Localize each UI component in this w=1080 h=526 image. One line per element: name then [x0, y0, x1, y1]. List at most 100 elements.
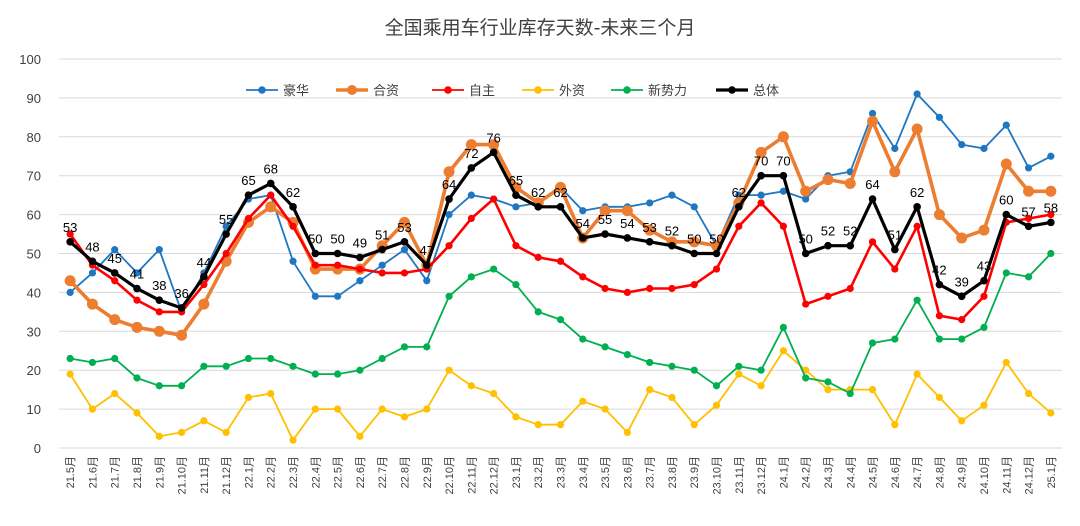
series-新势力: [66, 249, 1055, 398]
data-point: [443, 166, 455, 178]
data-point: [690, 421, 698, 429]
data-point: [868, 195, 877, 203]
data-point: [378, 269, 386, 277]
x-tick-label: 23.5月: [600, 456, 612, 488]
data-point: [846, 284, 854, 293]
data-point: [913, 370, 921, 378]
data-label: 53: [63, 220, 77, 235]
data-point: [935, 335, 944, 343]
data-point: [690, 366, 698, 374]
data-point: [534, 308, 542, 316]
x-tick-label: 23.11月: [734, 456, 746, 494]
x-tick-label: 21.5月: [65, 456, 77, 488]
data-point: [200, 417, 208, 425]
data-point: [244, 214, 253, 223]
data-point: [378, 405, 386, 413]
data-point: [490, 195, 498, 203]
data-point: [913, 296, 921, 304]
data-label: 51: [375, 228, 389, 243]
data-point: [289, 362, 297, 370]
data-label: 47: [420, 243, 434, 258]
x-tick-label: 23.9月: [689, 456, 701, 488]
data-point: [646, 386, 654, 394]
data-point: [735, 370, 743, 378]
legend: 豪华 合资 自主 外资 新势力 总体: [246, 83, 779, 99]
data-point: [244, 191, 253, 199]
data-point: [423, 277, 431, 285]
data-point: [712, 382, 721, 390]
data-point: [978, 224, 990, 236]
data-point: [824, 292, 832, 300]
data-label: 62: [531, 185, 545, 200]
data-point: [601, 343, 609, 351]
data-point: [757, 171, 765, 180]
data-point: [889, 166, 901, 178]
data-label: 52: [821, 224, 835, 239]
data-point: [646, 199, 654, 207]
data-point: [289, 257, 297, 265]
data-point: [445, 292, 453, 300]
data-label: 53: [397, 220, 411, 235]
data-point: [757, 191, 765, 199]
x-tick-label: 24.1月: [778, 456, 790, 488]
data-point: [980, 144, 988, 153]
data-point: [556, 421, 565, 429]
data-point: [668, 191, 676, 199]
data-point: [1047, 409, 1055, 417]
series-line: [69, 193, 1052, 321]
data-point: [601, 284, 609, 293]
data-point: [958, 417, 966, 425]
data-point: [1047, 218, 1055, 227]
data-point: [1002, 358, 1010, 367]
x-tick-label: 24.5月: [868, 456, 880, 488]
data-point: [311, 261, 319, 269]
data-label: 52: [665, 224, 679, 239]
data-label: 49: [353, 235, 367, 250]
data-point: [712, 265, 721, 273]
data-point: [334, 405, 342, 413]
data-point: [824, 386, 832, 394]
data-point: [111, 354, 119, 363]
data-point: [200, 273, 208, 281]
data-point: [735, 362, 743, 370]
legend-item: 合资: [336, 84, 399, 99]
data-point: [88, 358, 97, 367]
data-label: 72: [464, 146, 478, 161]
data-label: 64: [865, 177, 879, 192]
data-label: 76: [486, 130, 500, 145]
data-point: [512, 191, 520, 199]
data-point: [109, 314, 121, 326]
data-point: [668, 393, 676, 402]
data-label: 42: [932, 263, 946, 278]
series-line: [68, 119, 1051, 338]
y-tick-label: 80: [27, 130, 41, 145]
data-label: 65: [509, 173, 523, 188]
data-point: [488, 139, 500, 151]
data-point: [66, 370, 74, 378]
x-tick-label: 24.2月: [801, 456, 813, 488]
data-point: [891, 265, 899, 273]
data-point: [1000, 158, 1012, 170]
data-point: [935, 113, 944, 121]
x-tick-label: 22.5月: [333, 456, 345, 488]
data-point: [155, 382, 163, 390]
legend-swatch-marker: [444, 86, 452, 94]
data-point: [177, 304, 186, 312]
data-label: 55: [219, 212, 233, 227]
data-point: [779, 347, 787, 355]
x-tick-label: 23.2月: [533, 456, 545, 488]
x-tick-label: 22.1月: [243, 456, 255, 488]
data-point: [222, 230, 230, 238]
data-point: [512, 413, 520, 421]
data-point: [222, 428, 230, 437]
data-point: [200, 362, 208, 370]
data-point: [980, 292, 988, 300]
data-point: [311, 249, 320, 258]
data-point: [534, 253, 542, 261]
data-point: [891, 245, 899, 254]
chart-title: 全国乘用车行业库存天数-未来三个月: [385, 17, 696, 39]
data-point: [356, 253, 364, 262]
legend-swatch-marker: [534, 86, 542, 94]
data-point: [800, 185, 812, 197]
data-point: [334, 261, 342, 269]
